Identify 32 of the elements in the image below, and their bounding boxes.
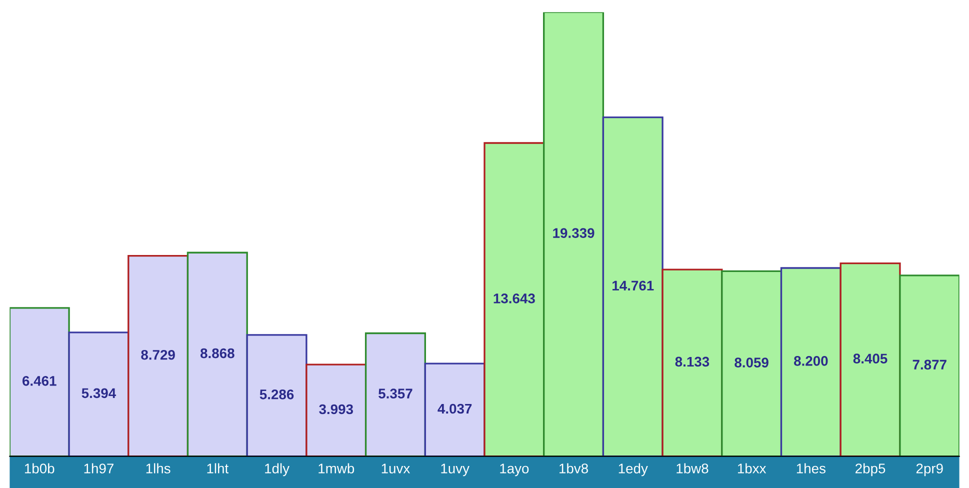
- x-tick-label: 2pr9: [916, 464, 943, 476]
- x-tick-label: 1b0b: [24, 463, 54, 474]
- x-tick-label: 2bp5: [856, 463, 886, 476]
- x-tick-label: 1hes: [796, 463, 826, 474]
- data-label: 4.037: [438, 404, 472, 414]
- data-label: 3.993: [319, 404, 353, 414]
- x-tick-label: 1dly: [265, 463, 290, 476]
- data-label: 5.394: [82, 388, 116, 398]
- x-tick-label: 1lhs: [146, 463, 170, 474]
- x-tick-label: 1edy: [618, 463, 648, 476]
- data-label: 6.461: [22, 376, 56, 386]
- x-tick-label: 1bv8: [560, 463, 588, 474]
- data-label: 5.357: [378, 388, 412, 399]
- x-tick-label: 1bw8: [676, 463, 708, 474]
- data-label: 19.339: [553, 228, 594, 238]
- x-tick-label: 1uvx: [382, 464, 410, 474]
- data-label: 8.133: [675, 356, 710, 367]
- data-label: 14.761: [612, 280, 654, 291]
- data-label: 8.405: [853, 354, 888, 364]
- data-label: 8.868: [200, 348, 234, 358]
- data-label: 7.877: [912, 360, 946, 370]
- data-label: 8.200: [794, 356, 828, 366]
- x-tick-label: 1mwb: [318, 463, 354, 474]
- data-label: 8.729: [141, 350, 175, 360]
- x-tick-label: 1ayo: [500, 464, 529, 476]
- x-tick-label: 1uvy: [441, 464, 470, 476]
- data-label: 13.643: [494, 294, 535, 304]
- data-label: 8.059: [734, 358, 768, 368]
- x-tick-label: 1h97: [84, 463, 114, 474]
- data-label: 5.286: [260, 389, 294, 400]
- x-tick-label: 1bxx: [738, 463, 766, 474]
- x-tick-label: 1lht: [207, 463, 229, 474]
